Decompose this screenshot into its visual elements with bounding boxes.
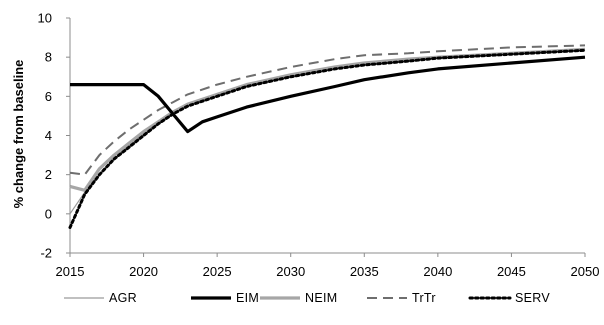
x-tick-label: 2035: [350, 264, 379, 279]
series-line-serv: [68, 48, 587, 229]
x-tick-label: 2025: [203, 264, 232, 279]
y-tick-label: 4: [45, 128, 52, 143]
y-tick-label: 0: [45, 206, 52, 221]
legend-label-eim: EIM: [236, 291, 259, 305]
y-tick-label: 8: [45, 50, 52, 65]
series-line-trtr: [69, 44, 586, 176]
x-tick-label: 2040: [423, 264, 452, 279]
x-tick-label: 2015: [56, 264, 85, 279]
legend-label-neim: NEIM: [305, 291, 337, 305]
legend: AGR EIM NEIM TrTr SERV: [64, 291, 550, 305]
y-tick-label: 2: [45, 167, 52, 182]
legend-label-trtr: TrTr: [412, 291, 436, 305]
series-line-neim: [69, 47, 586, 192]
axes-layer: -2 0 2 4 6 8 10 2015 2020 2025 2030 2035 2040 2045 205…: [38, 11, 600, 280]
legend-label-serv: SERV: [515, 291, 550, 305]
x-tick-label: 2030: [276, 264, 305, 279]
series-layer: [68, 44, 587, 229]
series-line-eim: [70, 55, 586, 134]
y-tick-label: 10: [38, 11, 52, 26]
y-axis-title: % change from baseline: [11, 60, 26, 209]
x-tick-label: 2045: [497, 264, 526, 279]
x-tick-label: 2020: [129, 264, 158, 279]
y-tick-label: -2: [40, 246, 52, 261]
y-tick-label: 6: [45, 89, 52, 104]
legend-label-agr: AGR: [109, 291, 137, 305]
x-tick-label: 2050: [571, 264, 600, 279]
